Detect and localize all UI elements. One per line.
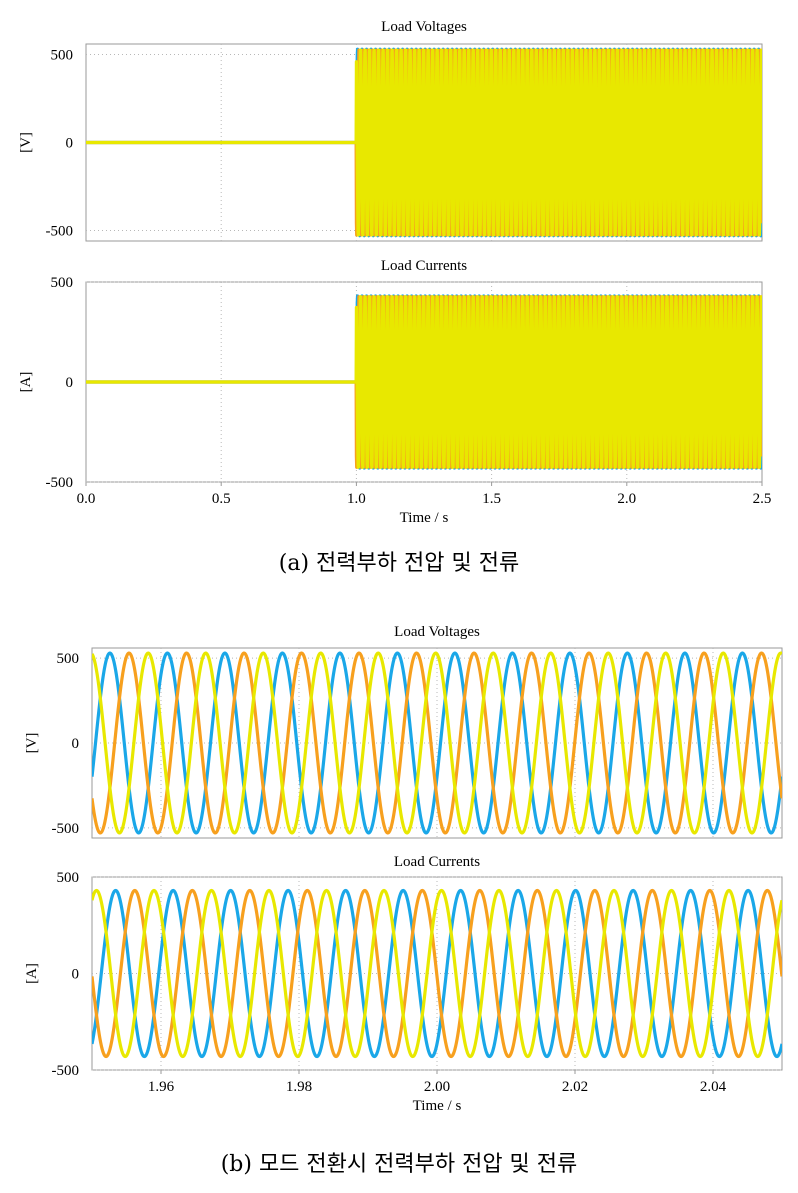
chart-b-voltage: 500 0 -500 Load Voltages [V] <box>24 624 783 839</box>
x-tick-label: 0.5 <box>212 491 231 507</box>
figure-b-caption: (b) 모드 전환시 전력부하 전압 및 전류 <box>220 1152 578 1177</box>
y-axis-label: [V] <box>18 132 34 153</box>
y-tick-label: -500 <box>46 475 74 491</box>
x-tick-label: 1.98 <box>286 1079 312 1095</box>
x-tick-label: 2.5 <box>753 491 772 507</box>
x-tick-label: 1.5 <box>482 491 501 507</box>
y-tick-label: 0 <box>66 136 74 152</box>
x-tick-label: 2.00 <box>424 1079 450 1095</box>
waveforms <box>86 294 762 470</box>
series-line-3 <box>86 295 762 469</box>
series-line-3 <box>86 48 762 237</box>
waveforms <box>86 47 762 238</box>
chart-b-current: 500 0 -500 Load Currents [A] 1.96 1.98 2.00 2.02… <box>24 854 783 1114</box>
series-line-3 <box>92 651 782 835</box>
series-line-2 <box>92 888 782 1059</box>
y-tick-label: -500 <box>52 1063 80 1079</box>
series-line-1 <box>92 651 782 835</box>
chart-title: Load Currents <box>394 854 480 870</box>
chart-title: Load Voltages <box>381 19 467 35</box>
chart-title: Load Currents <box>381 258 467 274</box>
series-line-3 <box>92 888 782 1059</box>
waveforms <box>92 888 782 1059</box>
waveforms <box>92 651 782 835</box>
chart-title: Load Voltages <box>394 624 480 640</box>
y-tick-label: 0 <box>72 736 80 752</box>
series-line-1 <box>92 888 782 1059</box>
y-axis-label: [A] <box>18 372 34 393</box>
x-tick-label: 2.0 <box>617 491 636 507</box>
y-tick-label: 500 <box>57 870 80 886</box>
series-line-2 <box>92 651 782 835</box>
y-axis-label: [V] <box>24 733 40 754</box>
y-tick-label: 500 <box>51 275 74 291</box>
x-tick-label: 1.0 <box>347 491 366 507</box>
figure-a-caption: (a) 전력부하 전압 및 전류 <box>278 551 520 576</box>
x-tick-label: 0.0 <box>77 491 96 507</box>
y-tick-label: 0 <box>66 375 74 391</box>
y-tick-label: -500 <box>46 223 74 239</box>
x-axis-label: Time / s <box>413 1098 462 1114</box>
y-axis-label: [A] <box>24 963 40 984</box>
y-tick-label: -500 <box>52 821 80 837</box>
y-tick-label: 500 <box>51 48 74 64</box>
chart-a-voltage: 500 0 -500 Load Voltages [V] <box>18 19 763 242</box>
x-tick-label: 1.96 <box>148 1079 175 1095</box>
y-tick-label: 0 <box>72 967 80 983</box>
chart-a-current: 500 0 -500 Load Currents [A] 0.0 0.5 1.0 1.5 2.0 2… <box>18 258 771 526</box>
x-tick-label: 2.04 <box>700 1079 727 1095</box>
y-tick-label: 500 <box>57 651 80 667</box>
x-axis-label: Time / s <box>400 510 449 526</box>
x-tick-label: 2.02 <box>562 1079 588 1095</box>
